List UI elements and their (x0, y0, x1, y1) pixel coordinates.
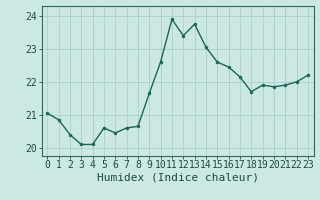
X-axis label: Humidex (Indice chaleur): Humidex (Indice chaleur) (97, 173, 259, 183)
